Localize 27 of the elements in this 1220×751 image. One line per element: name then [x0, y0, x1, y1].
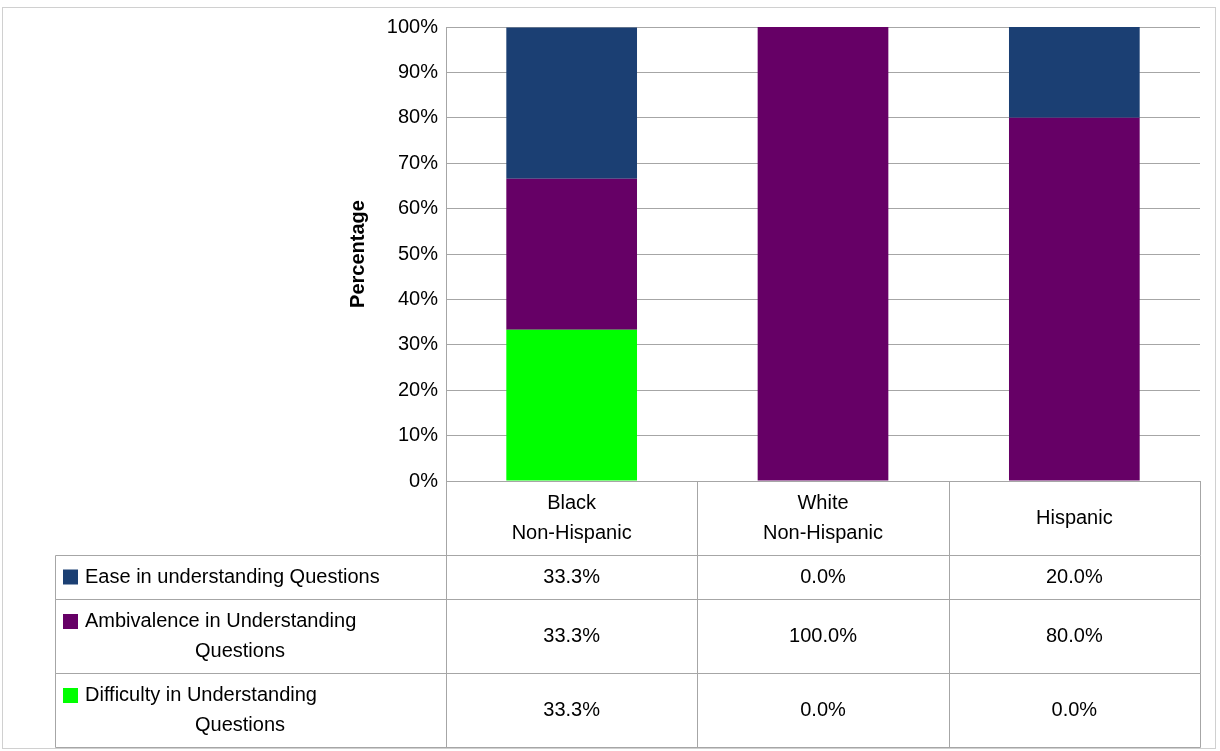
- y-tick-label: 0%: [409, 468, 439, 491]
- data-label: 100.0%: [789, 623, 858, 646]
- legend-label: Ambivalence in Understanding Questions: [85, 608, 357, 661]
- y-tick-label: 50%: [397, 241, 439, 264]
- data-label: 80.0%: [1045, 623, 1103, 646]
- data-label: 0.0%: [800, 697, 847, 720]
- data-label: 0.0%: [800, 564, 847, 587]
- y-tick-label: 10%: [397, 423, 439, 446]
- data-label: 0.0%: [1051, 697, 1098, 720]
- data-label: 33.3%: [543, 564, 601, 587]
- y-tick-label: 20%: [397, 377, 439, 400]
- data-label: 33.3%: [543, 697, 601, 720]
- y-tick-label: 30%: [397, 332, 439, 355]
- y-tick-label: 60%: [397, 196, 439, 219]
- y-tick-label: 100%: [386, 14, 439, 37]
- x-tick-label: Black Non-Hispanic: [511, 490, 632, 543]
- x-tick-label: White Non-Hispanic: [762, 490, 884, 543]
- x-tick-label: Hispanic: [1035, 505, 1113, 528]
- legend-label: Ease in understanding Questions: [85, 564, 380, 587]
- data-label: 33.3%: [543, 623, 601, 646]
- y-tick-label: 90%: [397, 59, 439, 82]
- data-label: 20.0%: [1045, 564, 1103, 587]
- y-tick-label: 80%: [397, 105, 439, 128]
- y-axis-title: Percentage: [345, 200, 368, 308]
- y-tick-label: 40%: [397, 286, 439, 309]
- legend-label: Difficulty in Understanding Questions: [85, 682, 317, 735]
- y-tick-label: 70%: [397, 150, 439, 173]
